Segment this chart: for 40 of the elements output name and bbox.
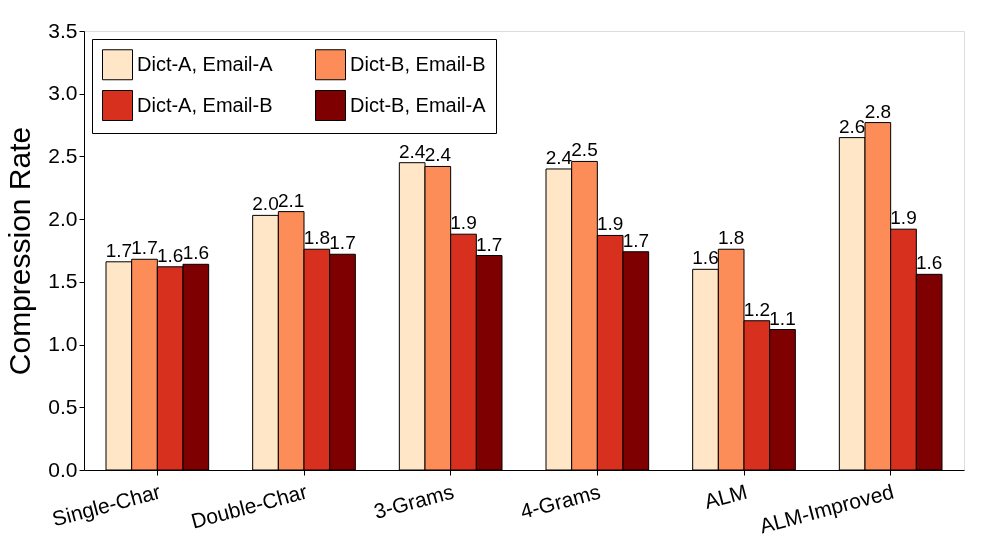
data-label: 1.6 — [182, 242, 210, 264]
x-tick-label: 3-Grams — [371, 479, 457, 523]
data-label: 1.6 — [156, 244, 184, 266]
data-label: 1.8 — [717, 227, 745, 249]
data-label: 2.6 — [838, 115, 866, 137]
data-label: 2.8 — [864, 100, 892, 122]
data-label: 1.2 — [743, 298, 771, 320]
data-label: 1.7 — [475, 233, 503, 255]
data-label: 1.7 — [622, 229, 650, 251]
data-label: 2.4 — [545, 146, 573, 168]
data-label: 1.9 — [450, 212, 477, 234]
data-label: 1.9 — [890, 207, 917, 229]
data-label: 2.1 — [277, 189, 305, 211]
y-tick-label: 2.5 — [48, 143, 78, 167]
y-tick-label: 3.0 — [48, 81, 78, 105]
data-label: 1.9 — [596, 213, 624, 235]
y-tick-label: 0.0 — [48, 457, 78, 481]
data-label: 2.0 — [252, 193, 279, 215]
legend-label: Dict-A, Email-B — [137, 93, 273, 116]
data-label: 1.6 — [915, 252, 943, 274]
data-label: 2.4 — [424, 144, 452, 166]
data-label: 1.8 — [303, 227, 331, 249]
legend-label: Dict-B, Email-A — [350, 93, 487, 116]
y-tick-label: 1.5 — [48, 269, 78, 293]
data-label: 2.4 — [398, 140, 426, 162]
data-label: 1.7 — [105, 239, 133, 261]
x-tick-label: 4-Grams — [517, 479, 603, 523]
legend-label: Dict-A, Email-A — [137, 52, 274, 75]
y-tick-label: 0.5 — [48, 394, 78, 418]
legend-label: Dict-B, Email-B — [350, 52, 486, 75]
data-label: 1.1 — [769, 307, 796, 329]
data-label: 1.6 — [692, 247, 719, 269]
y-tick-label: 3.5 — [48, 18, 78, 42]
y-axis-title: Compression Rate — [3, 126, 37, 376]
y-tick-label: 2.0 — [48, 206, 78, 230]
y-tick-label: 1.0 — [48, 332, 78, 356]
data-label: 1.7 — [131, 237, 158, 259]
x-tick-label: ALM — [701, 479, 750, 513]
data-label: 2.5 — [571, 139, 598, 161]
data-label: 1.7 — [329, 232, 356, 254]
